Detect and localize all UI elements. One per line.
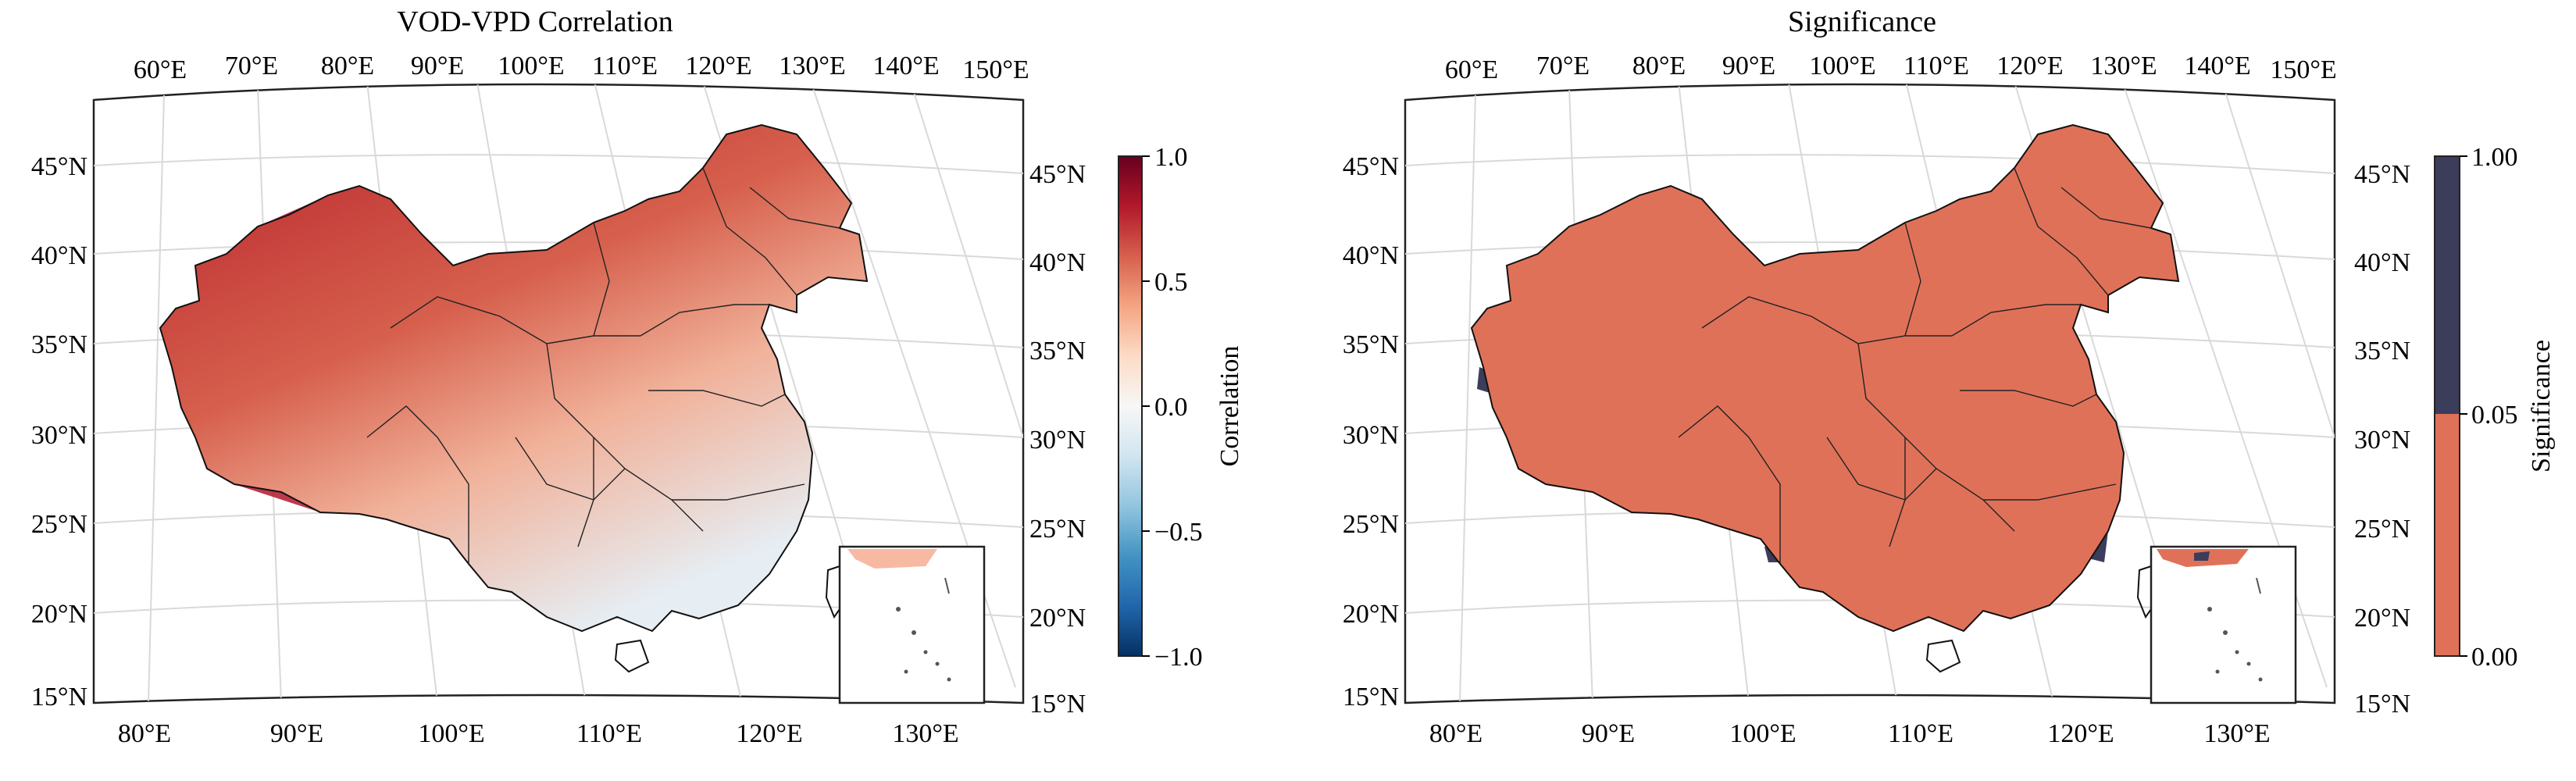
axis-tick-label: 20°N <box>2354 604 2410 633</box>
colorbar-tick: 1.00 <box>2471 143 2518 172</box>
bottom-longitude-ticks: 80°E 90°E 100°E 110°E 120°E 130°E <box>1429 719 2271 748</box>
axis-tick-label: 45°N <box>1343 152 1399 181</box>
axis-tick-label: 20°N <box>1343 600 1399 629</box>
axis-tick-label: 80°E <box>321 52 374 80</box>
axis-tick-label: 100°E <box>498 52 564 80</box>
axis-tick-label: 30°N <box>1029 426 1086 455</box>
axis-tick-label: 15°N <box>1343 683 1399 711</box>
significance-colorbar: 1.00 0.05 0.00 Significance <box>2434 143 2556 672</box>
colorbar-tick: −1.0 <box>1154 643 1203 672</box>
axis-tick-label: 35°N <box>2354 337 2410 366</box>
axis-tick-label: 15°N <box>1029 690 1086 719</box>
colorbar-label: Correlation <box>1215 346 1244 467</box>
china-significance-field <box>1471 124 2179 673</box>
colorbar-label: Significance <box>2527 340 2556 473</box>
axis-tick-label: 30°N <box>1343 421 1399 450</box>
axis-tick-label: 130°E <box>892 719 958 748</box>
south-china-sea-inset <box>2150 545 2297 704</box>
axis-tick-label: 40°N <box>1343 241 1399 270</box>
right-latitude-ticks: 45°N 40°N 35°N 30°N 25°N 20°N 15°N <box>2354 160 2410 719</box>
correlation-map-figure: VOD-VPD Correlation <box>31 5 1244 748</box>
axis-tick-label: 140°E <box>2184 52 2250 80</box>
axis-tick-label: 20°N <box>31 600 87 629</box>
axis-tick-label: 45°N <box>31 152 87 181</box>
axis-tick-label: 35°N <box>1029 337 1086 366</box>
axis-tick-label: 25°N <box>2354 515 2410 544</box>
map-frame <box>1404 83 2336 704</box>
axis-tick-label: 35°N <box>1343 330 1399 359</box>
axis-tick-label: 25°N <box>1343 510 1399 539</box>
axis-tick-label: 35°N <box>31 330 87 359</box>
axis-tick-label: 150°E <box>962 55 1029 84</box>
axis-tick-label: 120°E <box>685 52 751 80</box>
axis-tick-label: 80°E <box>1632 52 1686 80</box>
axis-tick-label: 15°N <box>2354 690 2410 719</box>
right-latitude-ticks: 45°N 40°N 35°N 30°N 25°N 20°N 15°N <box>1029 160 1086 719</box>
axis-tick-label: 150°E <box>2270 55 2336 84</box>
axis-tick-label: 60°E <box>1445 55 1498 84</box>
axis-tick-label: 130°E <box>779 52 845 80</box>
significance-map-figure: Significance <box>1343 5 2556 748</box>
axis-tick-label: 70°E <box>225 52 278 80</box>
axis-tick-label: 20°N <box>1029 604 1086 633</box>
map-title: VOD-VPD Correlation <box>397 5 673 38</box>
axis-tick-label: 130°E <box>2090 52 2157 80</box>
axis-tick-label: 30°N <box>31 421 87 450</box>
axis-tick-label: 15°N <box>31 683 87 711</box>
axis-tick-label: 140°E <box>872 52 939 80</box>
colorbar-tick: 1.0 <box>1154 143 1188 172</box>
left-latitude-ticks: 45°N 40°N 35°N 30°N 25°N 20°N 15°N <box>31 152 87 711</box>
south-china-sea-inset <box>838 545 986 704</box>
top-longitude-ticks: 60°E 70°E 80°E 90°E 100°E 110°E 120°E 13… <box>1445 52 2337 84</box>
axis-tick-label: 90°E <box>1582 719 1635 748</box>
axis-tick-label: 100°E <box>418 719 484 748</box>
axis-tick-label: 25°N <box>31 510 87 539</box>
axis-tick-label: 45°N <box>1029 160 1086 189</box>
significance-map-panel: Significance <box>1288 0 2576 781</box>
axis-tick-label: 60°E <box>134 55 187 84</box>
axis-tick-label: 45°N <box>2354 160 2410 189</box>
left-latitude-ticks: 45°N 40°N 35°N 30°N 25°N 20°N 15°N <box>1343 152 1399 711</box>
hainan-island <box>614 639 650 673</box>
bottom-longitude-ticks: 80°E 90°E 100°E 110°E 120°E 130°E <box>118 719 959 748</box>
axis-tick-label: 90°E <box>270 719 323 748</box>
top-longitude-ticks: 60°E 70°E 80°E 90°E 100°E 110°E 120°E 13… <box>134 52 1029 84</box>
colorbar-tick: 0.0 <box>1154 393 1188 422</box>
axis-tick-label: 90°E <box>1722 52 1775 80</box>
axis-tick-label: 25°N <box>1029 515 1086 544</box>
colorbar-tick: 0.5 <box>1154 268 1188 297</box>
axis-tick-label: 100°E <box>1809 52 1875 80</box>
axis-tick-label: 110°E <box>1888 719 1953 748</box>
axis-tick-label: 120°E <box>1996 52 2063 80</box>
axis-tick-label: 30°N <box>2354 426 2410 455</box>
axis-tick-label: 120°E <box>2047 719 2114 748</box>
axis-tick-label: 40°N <box>31 241 87 270</box>
axis-tick-label: 80°E <box>118 719 171 748</box>
axis-tick-label: 80°E <box>1429 719 1482 748</box>
axis-tick-label: 110°E <box>592 52 658 80</box>
axis-tick-label: 90°E <box>411 52 464 80</box>
colorbar-tick: 0.00 <box>2471 643 2518 672</box>
colorbar-tick: −0.5 <box>1154 518 1203 547</box>
axis-tick-label: 130°E <box>2203 719 2270 748</box>
axis-tick-label: 110°E <box>576 719 642 748</box>
axis-tick-label: 120°E <box>736 719 802 748</box>
axis-tick-label: 110°E <box>1903 52 1969 80</box>
china-correlation-field <box>159 124 868 632</box>
axis-tick-label: 40°N <box>2354 248 2410 277</box>
axis-tick-label: 100°E <box>1729 719 1796 748</box>
map-frame <box>92 83 1025 704</box>
correlation-map-panel: VOD-VPD Correlation <box>31 5 1244 748</box>
colorbar-tick: 0.05 <box>2471 401 2518 430</box>
axis-tick-label: 40°N <box>1029 248 1086 277</box>
map-title: Significance <box>1788 5 1936 38</box>
axis-tick-label: 70°E <box>1536 52 1589 80</box>
correlation-colorbar: 1.0 0.5 0.0 −0.5 −1.0 Correlation <box>1118 143 1244 672</box>
